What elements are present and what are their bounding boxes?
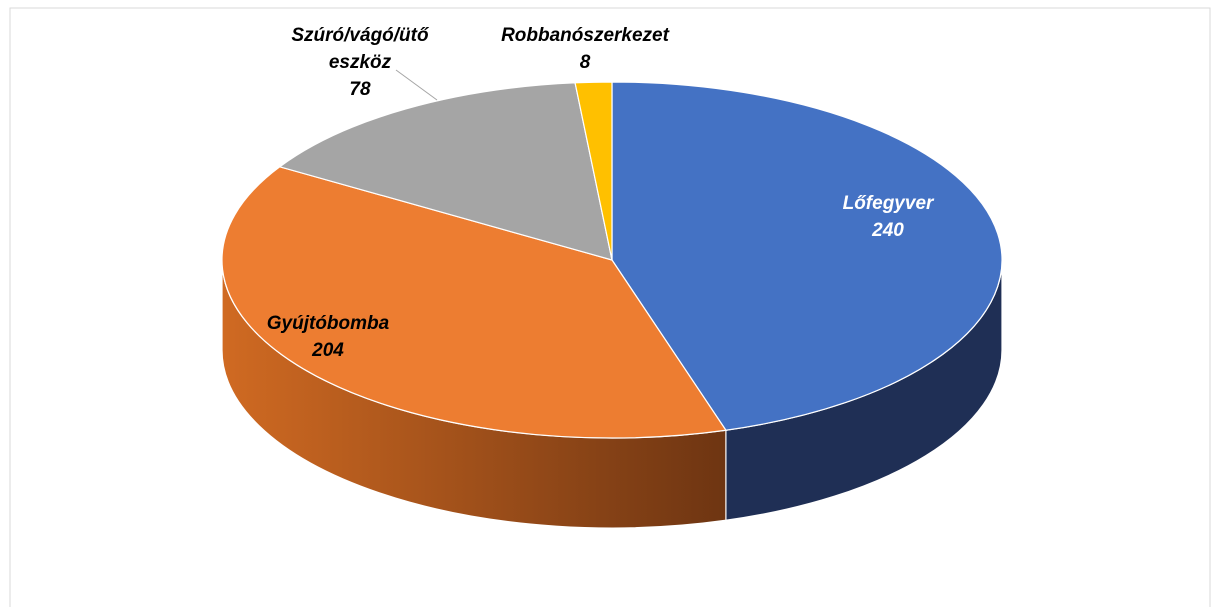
data-label: Szúró/vágó/ütő eszköz 78 (273, 22, 448, 103)
pie-slice (574, 81, 613, 261)
leader-line (395, 69, 438, 101)
data-label: Robbanószerkezet 8 (485, 22, 685, 76)
label-name: Robbanószerkezet (501, 25, 669, 46)
data-label: Gyújtóbomba 204 (248, 310, 408, 364)
label-value: 78 (349, 79, 371, 100)
chart-border (9, 7, 1211, 607)
label-name: Lőfegyver (842, 193, 934, 214)
pie-slice (278, 82, 613, 261)
label-value: 204 (312, 340, 344, 361)
label-value: 8 (579, 52, 591, 73)
data-label: Lőfegyver 240 (828, 190, 948, 244)
label-name: Gyújtóbomba (266, 313, 390, 334)
label-name: Szúró/vágó/ütő eszköz (291, 25, 429, 73)
pie-slice (611, 81, 1003, 431)
label-value: 240 (872, 220, 904, 241)
pie-slice (221, 166, 727, 439)
